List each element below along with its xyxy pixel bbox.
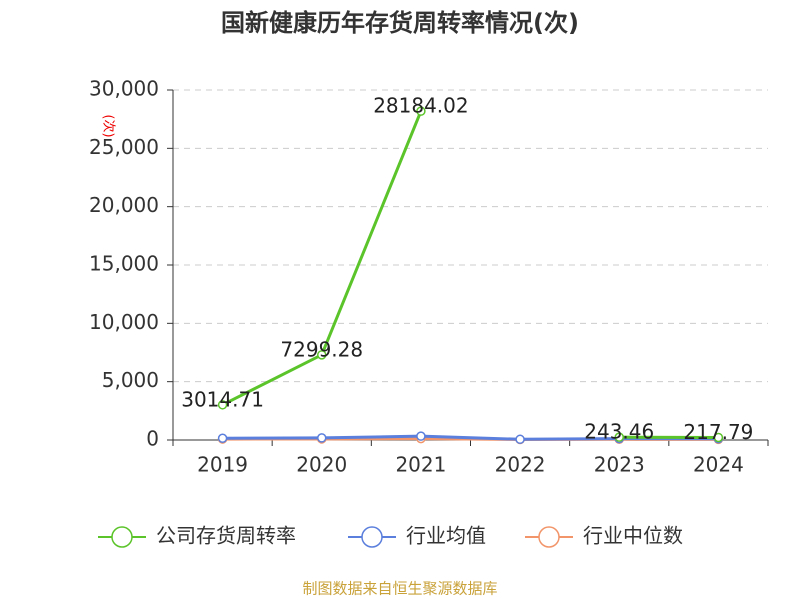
x-tick-label: 2020 — [296, 453, 347, 477]
y-tick-label: 0 — [146, 427, 159, 451]
y-tick-label: 20,000 — [89, 193, 159, 217]
x-tick-label: 2024 — [693, 453, 744, 477]
chart-title: 国新健康历年存货周转率情况(次) — [221, 9, 579, 37]
series-line — [221, 110, 719, 439]
data-point — [416, 431, 426, 441]
data-label: 28184.02 — [373, 94, 468, 118]
legend-label: 公司存货周转率 — [156, 524, 296, 548]
y-tick-label: 30,000 — [89, 77, 159, 101]
data-label: 217.79 — [683, 420, 753, 444]
legend-marker — [538, 526, 560, 548]
x-tick-label: 2023 — [594, 453, 645, 477]
data-point — [317, 350, 327, 360]
data-point — [614, 432, 624, 442]
data-point — [416, 106, 426, 116]
x-tick-label: 2021 — [395, 453, 446, 477]
data-label: 3014.71 — [181, 387, 264, 411]
legend-marker — [361, 526, 383, 548]
data-label: 243.46 — [584, 420, 654, 444]
data-point — [217, 433, 228, 443]
data-point — [515, 434, 525, 445]
legend-label: 行业均值 — [406, 524, 486, 548]
data-point — [317, 433, 327, 443]
y-tick-label: 25,000 — [89, 135, 159, 159]
legend-marker — [111, 526, 133, 548]
x-tick-label: 2019 — [197, 453, 248, 477]
data-point — [713, 432, 724, 443]
y-tick-label: 10,000 — [89, 310, 159, 334]
y-tick-label: 5,000 — [102, 368, 159, 392]
y-axis-label: (次) — [101, 114, 117, 137]
source-note: 制图数据来自恒生聚源数据库 — [302, 580, 497, 598]
data-label: 7299.28 — [280, 337, 363, 361]
x-tick-label: 2022 — [495, 453, 546, 477]
y-tick-label: 15,000 — [89, 252, 159, 276]
data-point — [217, 400, 228, 410]
legend-label: 行业中位数 — [583, 524, 683, 548]
